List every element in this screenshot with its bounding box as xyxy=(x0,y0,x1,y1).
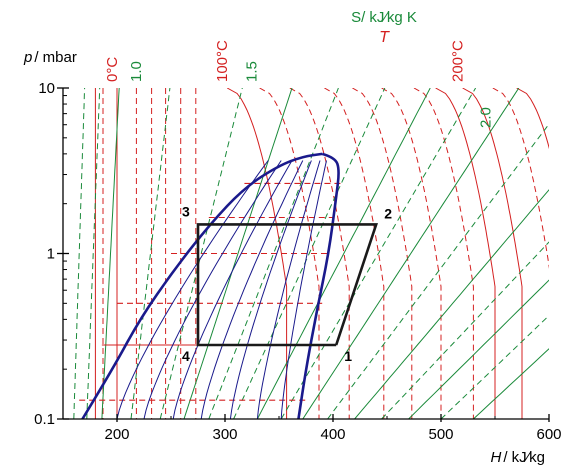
isotherm-17 xyxy=(492,88,549,269)
quality-line-6 xyxy=(280,160,327,419)
y-axis-variable: p xyxy=(23,49,32,66)
y-tick-label-2: 10 xyxy=(38,80,55,97)
isentrope-0 xyxy=(73,88,86,419)
quality-line-4 xyxy=(229,160,312,419)
cycle-point-4: 4 xyxy=(182,348,190,364)
isotherm-16 xyxy=(462,88,523,419)
quality-line-0 xyxy=(116,160,269,419)
saturation-dome xyxy=(81,152,340,419)
isotherm-10 xyxy=(289,88,350,419)
y-tick-label-0: 0.1 xyxy=(34,411,55,428)
x-axis-label: H / kJ⁄kg xyxy=(490,449,545,466)
isentrope-lines xyxy=(73,88,549,419)
y-axis-unit: / mbar xyxy=(34,49,77,66)
entropy-label-2: 2.0 xyxy=(478,107,495,128)
isentrope-16 xyxy=(473,348,549,419)
y-axis-label: p / mbar xyxy=(23,49,77,66)
isentrope-5 xyxy=(183,88,293,419)
isotherm-18 xyxy=(516,88,549,150)
isentrope-3 xyxy=(130,88,171,419)
temperature-legend: T xyxy=(379,29,390,46)
isentrope-12 xyxy=(354,189,549,419)
cycle-point-1: 1 xyxy=(344,348,352,364)
temperature-label-1: 100°C xyxy=(214,40,231,82)
quality-lines xyxy=(116,160,327,419)
x-tick-label-2: 400 xyxy=(320,426,345,443)
axes: 0.1 1 10 200 300 400 500 600 xyxy=(34,80,561,443)
isentrope-15 xyxy=(440,314,549,419)
isentrope-1 xyxy=(86,88,101,419)
x-axis-unit: / kJ⁄kg xyxy=(503,449,545,466)
entropy-label-0: 1.0 xyxy=(128,61,145,82)
entropy-legend: S/ kJ⁄kg K xyxy=(351,9,417,26)
saturated-liquid-line xyxy=(81,152,323,419)
isotherm-11 xyxy=(324,88,385,419)
isentrope-10 xyxy=(302,88,520,419)
isotherm-9 xyxy=(259,88,320,419)
isentrope-13 xyxy=(381,241,549,419)
x-tick-label-4: 600 xyxy=(536,426,561,443)
isotherm-13 xyxy=(381,88,442,419)
isentrope-9 xyxy=(280,88,477,419)
isentrope-2 xyxy=(101,88,120,419)
quality-line-2 xyxy=(172,160,293,419)
isotherm-14 xyxy=(413,88,474,419)
isentrope-11 xyxy=(327,123,549,419)
isentrope-7 xyxy=(233,88,386,419)
entropy-label-1: 1.5 xyxy=(243,61,260,82)
isotherm-12 xyxy=(352,88,413,419)
quality-line-3 xyxy=(200,160,304,419)
x-tick-label-3: 500 xyxy=(428,426,453,443)
line-labels: 0°C 100°C 200°C 1.0 1.5 2.0 xyxy=(104,40,495,128)
cycle-point-3: 3 xyxy=(182,203,190,219)
x-axis-variable: H xyxy=(490,449,501,466)
temperature-label-2: 200°C xyxy=(450,40,467,82)
isentrope-8 xyxy=(256,88,431,419)
x-tick-label-1: 300 xyxy=(212,426,237,443)
cycle-path xyxy=(196,223,379,347)
quality-line-5 xyxy=(256,160,321,419)
refrigeration-cycle: 1 2 3 4 xyxy=(182,203,392,364)
isotherm-15 xyxy=(435,88,496,419)
y-tick-label-1: 1 xyxy=(47,246,55,263)
isentrope-14 xyxy=(408,279,549,419)
quality-line-1 xyxy=(143,160,282,419)
cycle-point-2: 2 xyxy=(384,205,392,221)
x-tick-label-0: 200 xyxy=(104,426,129,443)
isotherm-lines xyxy=(94,88,549,419)
temperature-label-0: 0°C xyxy=(104,57,121,82)
